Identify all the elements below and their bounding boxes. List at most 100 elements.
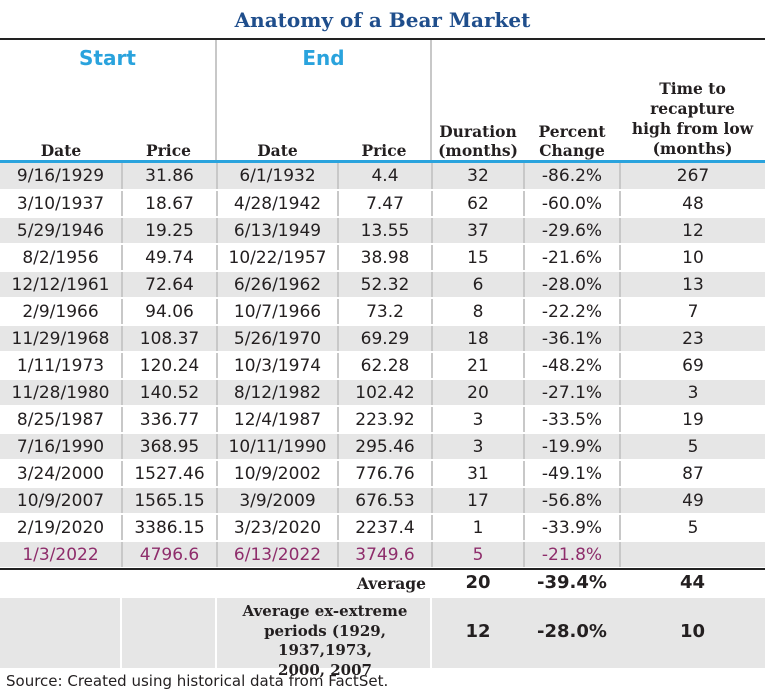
cell-end-date: 8/12/1982: [217, 379, 339, 407]
cell-recapture: [620, 541, 765, 569]
cell-end-date: 10/9/2002: [217, 460, 339, 488]
average-percent-change: -39.4%: [537, 572, 607, 593]
cell-percent-change: -60.0%: [524, 190, 621, 218]
table-row: 9/16/1929 31.86 6/1/1932 4.4 32 -86.2% 267: [0, 163, 765, 191]
average-duration: 20: [465, 572, 491, 593]
col-header-recapture: Time to recapture high from low (months): [620, 79, 765, 159]
cell-start-price: 49.74: [122, 244, 218, 272]
cell-start-price: 3386.15: [122, 514, 218, 542]
cell-end-price: 7.47: [338, 190, 433, 218]
cell-recapture: 87: [620, 460, 765, 488]
cell-end-price: 38.98: [338, 244, 433, 272]
table-row: 2/19/2020 3386.15 3/23/2020 2237.4 1 -33.9% 5: [0, 514, 765, 542]
cell-recapture: 10: [620, 244, 765, 272]
col-header-duration-line2: (months): [438, 141, 518, 160]
cell-duration: 37: [432, 217, 525, 245]
cell-percent-change: -48.2%: [524, 352, 621, 380]
cell-duration: 62: [432, 190, 525, 218]
table-row: 7/16/1990 368.95 10/11/1990 295.46 3 -19.9% 5: [0, 433, 765, 461]
cell-end-price: 776.76: [338, 460, 433, 488]
ex-extreme-label-line2: periods (1929, 1937,1973,: [264, 621, 386, 660]
cell-duration: 31: [432, 460, 525, 488]
cell-percent-change: -33.9%: [524, 514, 621, 542]
col-header-start-date: Date: [40, 141, 82, 160]
col-header-end-date: Date: [257, 141, 298, 160]
cell-end-date: 10/3/1974: [217, 352, 339, 380]
cell-start-price: 4796.6: [122, 541, 218, 569]
ex-extreme-duration: 12: [465, 621, 491, 642]
cell-end-date: 6/13/1949: [217, 217, 339, 245]
group-label-end: End: [302, 46, 345, 70]
cell-percent-change: -28.0%: [524, 271, 621, 299]
cell-recapture: 23: [620, 325, 765, 353]
cell-start-price: 72.64: [122, 271, 218, 299]
cell-percent-change: -21.6%: [524, 244, 621, 272]
table-row: 3/24/2000 1527.46 10/9/2002 776.76 31 -49.1% 8…: [0, 460, 765, 488]
table-bottom-rule: [0, 568, 765, 570]
average-label: Average: [356, 574, 426, 593]
cell-percent-change: -21.8%: [524, 541, 621, 569]
table-row: 10/9/2007 1565.15 3/9/2009 676.53 17 -56.8% 49: [0, 487, 765, 515]
cell-end-price: 3749.6: [338, 541, 433, 569]
cell-start-date: 2/19/2020: [0, 514, 123, 542]
cell-duration: 5: [432, 541, 525, 569]
ex-extreme-label-line3: 2000, 2007: [278, 660, 372, 679]
cell-end-date: 10/7/1966: [217, 298, 339, 326]
header-accent-rule: [0, 160, 765, 163]
cell-end-date: 10/22/1957: [217, 244, 339, 272]
cell-end-price: 4.4: [338, 163, 433, 191]
cell-percent-change: -27.1%: [524, 379, 621, 407]
cell-start-date: 3/24/2000: [0, 460, 123, 488]
average-row: Average 20 -39.4% 44: [0, 570, 765, 598]
col-header-start-price: Price: [145, 141, 191, 160]
col-header-duration-line1: Duration: [439, 122, 517, 141]
table-row: 3/10/1937 18.67 4/28/1942 7.47 62 -60.0% 48: [0, 190, 765, 218]
average-recapture: 44: [679, 572, 706, 593]
cell-duration: 1: [432, 514, 525, 542]
cell-start-date: 2/9/1966: [0, 298, 123, 326]
cell-duration: 17: [432, 487, 525, 515]
cell-duration: 15: [432, 244, 525, 272]
cell-start-price: 94.06: [122, 298, 218, 326]
cell-start-date: 9/16/1929: [0, 163, 123, 191]
cell-end-date: 6/1/1932: [217, 163, 339, 191]
cell-recapture: 5: [620, 514, 765, 542]
cell-recapture: 12: [620, 217, 765, 245]
cell-end-price: 2237.4: [338, 514, 433, 542]
ex-extreme-label-line1: Average ex-extreme: [242, 602, 408, 620]
ex-extreme-recapture: 10: [679, 621, 706, 642]
cell-start-date: 10/9/2007: [0, 487, 123, 515]
cell-duration: 3: [432, 406, 525, 434]
cell-start-date: 5/29/1946: [0, 217, 123, 245]
cell-start-price: 31.86: [122, 163, 218, 191]
table-row: 1/11/1973 120.24 10/3/1974 62.28 21 -48.2% 69: [0, 352, 765, 380]
cell-start-price: 18.67: [122, 190, 218, 218]
cell-end-date: 6/26/1962: [217, 271, 339, 299]
cell-recapture: 69: [620, 352, 765, 380]
cell-duration: 6: [432, 271, 525, 299]
cell-duration: 8: [432, 298, 525, 326]
source-note: Source: Created using historical data fr…: [6, 672, 389, 690]
cell-start-price: 368.95: [122, 433, 218, 461]
cell-end-price: 52.32: [338, 271, 433, 299]
cell-percent-change: -19.9%: [524, 433, 621, 461]
cell-end-date: 10/11/1990: [217, 433, 339, 461]
cell-end-price: 62.28: [338, 352, 433, 380]
bear-market-table: 9/16/1929 31.86 6/1/1932 4.4 32 -86.2% 267 3/10…: [0, 163, 765, 569]
col-header-percent-line1: Percent: [538, 122, 606, 141]
ex-row-divider-3: [430, 598, 432, 668]
cell-duration: 20: [432, 379, 525, 407]
cell-end-price: 73.2: [338, 298, 433, 326]
cell-end-price: 676.53: [338, 487, 433, 515]
col-header-percent-change: Percent Change: [524, 122, 620, 160]
cell-start-date: 8/2/1956: [0, 244, 123, 272]
cell-end-date: 3/23/2020: [217, 514, 339, 542]
col-header-recapture-line1: Time to: [659, 79, 726, 98]
table-row: 11/28/1980 140.52 8/12/1982 102.42 20 -27.1% 3: [0, 379, 765, 407]
cell-recapture: 3: [620, 379, 765, 407]
cell-start-date: 8/25/1987: [0, 406, 123, 434]
cell-start-price: 140.52: [122, 379, 218, 407]
ex-extreme-row: Average ex-extreme periods (1929, 1937,1…: [0, 598, 765, 679]
cell-percent-change: -33.5%: [524, 406, 621, 434]
header-divider-end-stats: [430, 40, 432, 163]
